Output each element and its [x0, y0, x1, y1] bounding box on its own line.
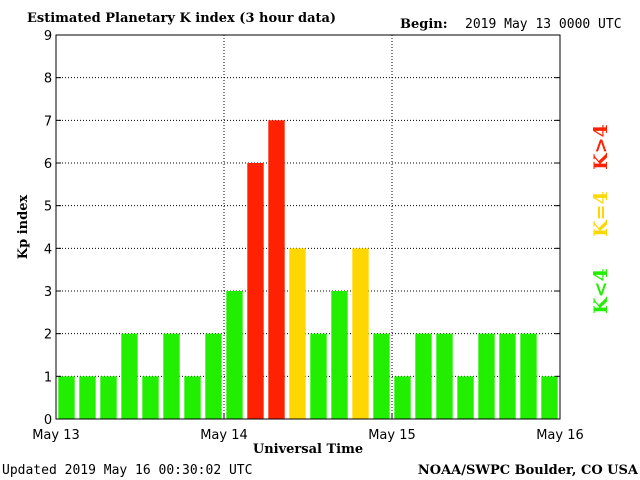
legend-k-lt-4: K<4: [590, 268, 612, 314]
y-tick-label: 8: [44, 72, 52, 87]
kp-bar: [352, 248, 369, 419]
kp-bar: [100, 376, 117, 419]
begin-value: 2019 May 13 0000 UTC: [465, 17, 622, 32]
y-ticks: 0 1 2 3 4 5 6 7 8 9: [44, 29, 560, 428]
chart-title: Estimated Planetary K index (3 hour data…: [27, 11, 336, 26]
kp-bar: [478, 333, 495, 419]
kp-bar: [226, 291, 243, 419]
y-tick-label: 5: [44, 200, 52, 215]
kp-bar: [184, 376, 201, 419]
credit-text: NOAA/SWPC Boulder, CO USA: [418, 463, 639, 478]
x-tick-label: May 14: [200, 428, 248, 443]
y-tick-label: 2: [44, 328, 52, 343]
kp-bar: [520, 333, 537, 419]
kp-bar: [373, 333, 390, 419]
kp-bar: [394, 376, 411, 419]
begin-label: Begin:: [400, 17, 448, 32]
kp-bar: [499, 333, 516, 419]
y-tick-label: 1: [44, 370, 52, 385]
kp-bar: [205, 333, 222, 419]
kp-bar: [457, 376, 474, 419]
kp-bar: [436, 333, 453, 419]
legend-k-gt-4: K>4: [590, 124, 612, 170]
plot-frame: [55, 34, 561, 420]
updated-timestamp: Updated 2019 May 16 00:30:02 UTC: [2, 463, 252, 478]
legend-k-eq-4: K=4: [590, 191, 612, 237]
kp-bar: [58, 376, 75, 419]
x-axis-label: Universal Time: [253, 442, 363, 457]
kp-bar: [310, 333, 327, 419]
bars-group: [58, 120, 558, 419]
kp-bar: [331, 291, 348, 419]
x-tick-label: May 15: [368, 428, 416, 443]
x-ticks: May 13 May 14 May 15 May 16: [32, 413, 584, 443]
kp-bar: [121, 333, 138, 419]
y-tick-label: 7: [44, 114, 52, 129]
kp-bar: [415, 333, 432, 419]
y-tick-label: 9: [44, 29, 52, 44]
kp-bar: [268, 120, 285, 419]
y-tick-label: 6: [44, 157, 52, 172]
x-tick-label: May 16: [536, 428, 584, 443]
kp-bar: [289, 248, 306, 419]
x-tick-label: May 13: [32, 428, 80, 443]
kp-bar: [541, 376, 558, 419]
y-tick-label: 3: [44, 285, 52, 300]
y-tick-label: 0: [44, 413, 52, 428]
kp-bar: [142, 376, 159, 419]
kp-bar: [247, 163, 264, 419]
y-tick-label: 4: [44, 242, 52, 257]
grid-lines: [56, 35, 560, 419]
y-axis-label: Kp index: [16, 195, 31, 260]
kp-bar: [163, 333, 180, 419]
kp-bar: [79, 376, 96, 419]
